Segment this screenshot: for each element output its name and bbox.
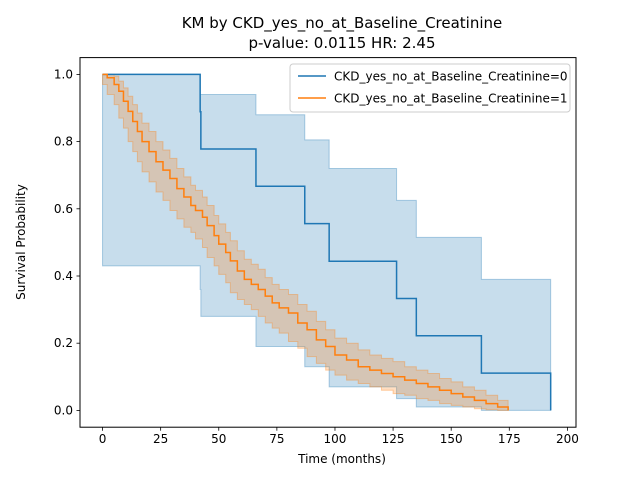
plot-area [102,73,552,411]
chart-title-line1: KM by CKD_yes_no_at_Baseline_Creatinine [182,14,503,33]
x-tick-label: 25 [153,432,168,446]
y-tick-label: 0.0 [54,403,73,417]
axes-frame [79,57,577,428]
y-tick-label: 1.0 [54,67,73,81]
y-axis-ticks: 0.0 0.2 0.4 0.6 0.8 1.0 [54,67,80,417]
x-tick-label: 75 [269,432,284,446]
x-tick-label: 125 [382,432,405,446]
y-tick-label: 0.6 [54,202,73,216]
survival-line-series-1 [102,73,509,411]
x-tick-label: 100 [324,432,347,446]
chart-title-line2: p-value: 0.0115 HR: 2.45 [248,34,435,52]
y-tick-label: 0.8 [54,135,73,149]
legend-label-series-1: CKD_yes_no_at_Baseline_Creatinine=1 [334,92,568,106]
survival-line-series-0 [102,73,552,411]
x-tick-label: 200 [556,432,579,446]
x-tick-label: 150 [440,432,463,446]
x-tick-label: 0 [99,432,107,446]
legend: CKD_yes_no_at_Baseline_Creatinine=0 CKD_y… [289,63,571,113]
survival-lines [102,73,552,411]
legend-label-series-0: CKD_yes_no_at_Baseline_Creatinine=0 [334,70,568,84]
x-tick-label: 50 [211,432,226,446]
x-tick-label: 175 [498,432,521,446]
x-axis-ticks: 0 25 50 75 100 125 150 175 200 [99,427,579,446]
y-tick-label: 0.4 [54,269,73,283]
y-axis-label: Survival Probability [14,184,28,300]
confidence-band-series-0 [102,73,552,411]
legend-box [289,63,571,113]
y-tick-label: 0.2 [54,336,73,350]
x-axis-label: Time (months) [297,452,386,466]
